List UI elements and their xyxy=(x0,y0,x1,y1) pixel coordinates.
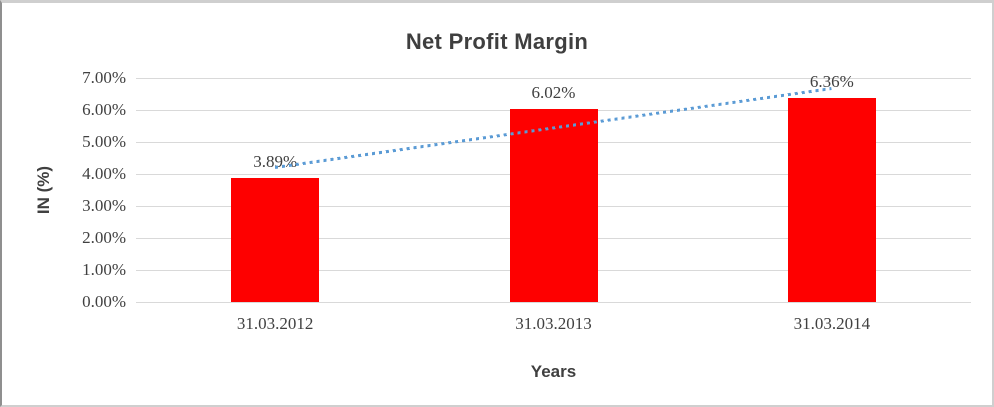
chart-title: Net Profit Margin xyxy=(405,29,589,54)
y-axis-tick-label: 1.00% xyxy=(82,260,126,279)
y-axis-tick-label: 0.00% xyxy=(82,292,126,311)
y-axis-tick-label: 4.00% xyxy=(82,164,126,183)
data-label: 6.36% xyxy=(809,72,854,92)
y-axis-tick-label: 2.00% xyxy=(82,228,126,247)
gridline xyxy=(136,301,971,303)
x-axis-title: Years xyxy=(530,362,577,381)
x-axis-category-label: 31.03.2012 xyxy=(236,314,314,333)
x-axis-category-label: 31.03.2013 xyxy=(515,314,592,333)
y-axis-tick-label: 7.00% xyxy=(82,68,126,87)
x-axis-category-label: 31.03.2014 xyxy=(793,314,871,333)
y-axis-tick-label: 3.00% xyxy=(82,196,126,215)
data-label: 6.02% xyxy=(531,83,576,103)
bar-31.03.2012 xyxy=(231,177,320,302)
gridline xyxy=(136,77,971,79)
y-axis-tick-label: 5.00% xyxy=(82,132,126,151)
y-axis-tick-label: 6.00% xyxy=(82,100,126,119)
bar-31.03.2013 xyxy=(509,109,598,302)
bar-31.03.2014 xyxy=(787,98,876,302)
plot-area: 0.00% 1.00% 2.00% 3.00% 4.00% 5.00% 6.00% 7.00%… xyxy=(2,3,992,405)
